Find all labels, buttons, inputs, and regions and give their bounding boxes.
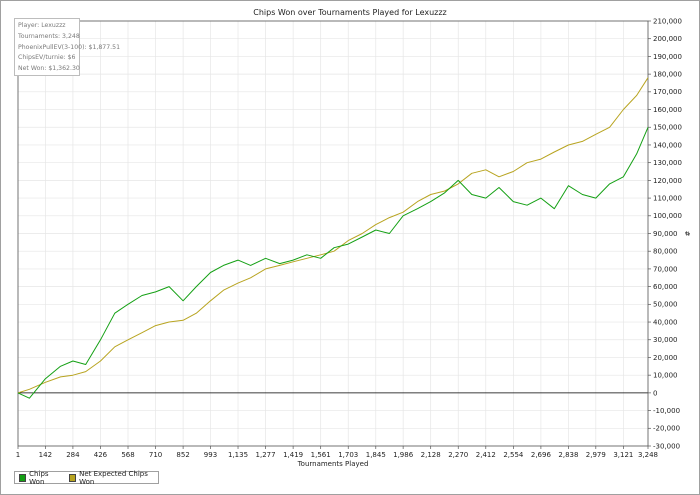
y-tick-label: 90,000 bbox=[653, 230, 678, 238]
y-tick-label: 150,000 bbox=[653, 124, 682, 132]
y-tick-label: 0 bbox=[653, 389, 657, 397]
y-tick-label: 210,000 bbox=[653, 17, 682, 25]
x-tick-label: 1,703 bbox=[338, 451, 358, 459]
legend-label-chips-won: Chips Won bbox=[29, 469, 49, 486]
legend-swatch-net-expected bbox=[68, 473, 77, 482]
y-tick-label: -10,000 bbox=[653, 407, 680, 415]
y-tick-label: 20,000 bbox=[653, 354, 678, 362]
x-tick-label: 142 bbox=[39, 451, 52, 459]
y-tick-label: 170,000 bbox=[653, 88, 682, 96]
x-tick-label: 1,986 bbox=[393, 451, 414, 459]
y-tick-label: 30,000 bbox=[653, 336, 678, 344]
stat-tournaments: Tournaments: 3,248 bbox=[18, 32, 80, 40]
y-tick-label: 140,000 bbox=[653, 141, 682, 149]
y-tick-label: 10,000 bbox=[653, 372, 678, 380]
stat-chips-ev: ChipsEV/turnie: $6 bbox=[18, 54, 76, 62]
x-tick-label: 852 bbox=[176, 451, 189, 459]
x-tick-label: 426 bbox=[94, 451, 108, 459]
x-tick-label: 2,270 bbox=[448, 451, 468, 459]
x-tick-label: 993 bbox=[204, 451, 217, 459]
y-tick-label: -30,000 bbox=[653, 442, 680, 450]
y-tick-label: 190,000 bbox=[653, 53, 682, 61]
y-tick-label: 110,000 bbox=[653, 194, 682, 202]
y-tick-label: 80,000 bbox=[653, 248, 678, 256]
chart-legend: Chips Won Net Expected Chips Won bbox=[14, 469, 159, 486]
x-tick-label: 2,128 bbox=[421, 451, 441, 459]
y-tick-label: 100,000 bbox=[653, 212, 682, 220]
series-line-net-expected bbox=[17, 77, 649, 394]
y-tick-label: 160,000 bbox=[653, 106, 682, 114]
y-tick-label: 130,000 bbox=[653, 159, 682, 167]
x-tick-label: 2,838 bbox=[558, 451, 578, 459]
x-tick-label: 1,561 bbox=[311, 451, 331, 459]
y-tick-label: 120,000 bbox=[653, 177, 682, 185]
x-tick-label: 2,979 bbox=[586, 451, 606, 459]
x-axis-title: Tournaments Played bbox=[297, 460, 369, 468]
x-tick-label: 2,554 bbox=[503, 451, 524, 459]
legend-swatch-chips-won bbox=[19, 473, 27, 482]
x-tick-label: 1,419 bbox=[283, 451, 303, 459]
stat-net-won: Net Won: $1,362.30 bbox=[18, 65, 80, 73]
x-tick-label: 3,248 bbox=[638, 451, 658, 459]
x-tick-label: 284 bbox=[66, 451, 80, 459]
stat-phoenix-ev: PhoenixPullEV(3-100): $1,877.51 bbox=[18, 43, 121, 51]
y-tick-label: 200,000 bbox=[653, 35, 682, 43]
x-tick-label: 568 bbox=[121, 451, 134, 459]
y-axis-title: # bbox=[683, 231, 691, 237]
stats-box: Player: Lexuzzz Tournaments: 3,248 Phoen… bbox=[14, 18, 121, 76]
stat-player: Player: Lexuzzz bbox=[18, 22, 66, 29]
legend-label-net-expected: Net Expected Chips Won bbox=[79, 469, 148, 486]
y-tick-label: 70,000 bbox=[653, 265, 678, 273]
chart-title: Chips Won over Tournaments Played for Le… bbox=[253, 8, 447, 17]
x-tick-label: 1 bbox=[16, 451, 20, 459]
y-tick-label: 60,000 bbox=[653, 283, 678, 291]
x-tick-label: 2,696 bbox=[531, 451, 552, 459]
legend-item-chips-won: Chips Won bbox=[19, 470, 61, 486]
x-tick-label: 1,277 bbox=[256, 451, 276, 459]
y-tick-label: 180,000 bbox=[653, 71, 682, 79]
x-tick-label: 2,412 bbox=[476, 451, 496, 459]
x-tick-label: 1,845 bbox=[366, 451, 386, 459]
y-tick-label: 40,000 bbox=[653, 318, 678, 326]
y-tick-label: -20,000 bbox=[653, 425, 680, 433]
x-tick-label: 1,135 bbox=[228, 451, 248, 459]
x-tick-label: 3,121 bbox=[613, 451, 633, 459]
y-tick-label: 50,000 bbox=[653, 301, 678, 309]
x-tick-label: 710 bbox=[149, 451, 162, 459]
legend-item-net-expected: Net Expected Chips Won bbox=[68, 469, 154, 486]
series-line-chips-won bbox=[17, 127, 649, 399]
